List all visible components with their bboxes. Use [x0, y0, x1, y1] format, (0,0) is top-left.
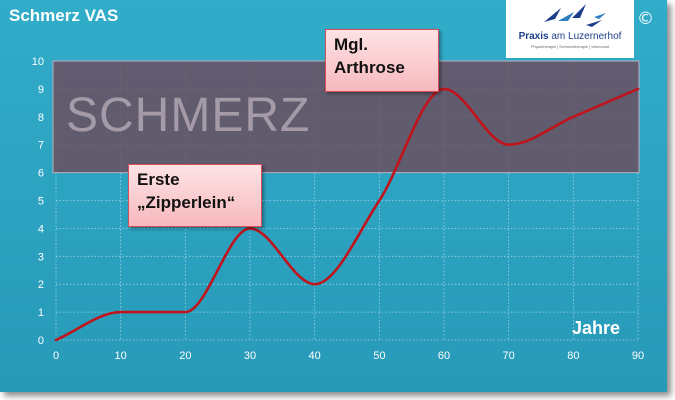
y-tick-label: 1 [38, 307, 44, 319]
annotation-zipperlein: Erste „Zipperlein“ [128, 164, 262, 227]
annotation-line: Arthrose [334, 58, 405, 77]
annotation-line: Mgl. [334, 35, 368, 54]
chart-title: Schmerz VAS [9, 6, 119, 25]
annotation-line: Erste [137, 170, 180, 189]
x-tick-label: 80 [567, 350, 579, 362]
x-axis-label: Jahre [572, 318, 621, 338]
annotation-arthrose: Mgl. Arthrose [325, 29, 439, 92]
annotation-line: „Zipperlein“ [137, 193, 236, 212]
x-tick-label: 50 [373, 350, 385, 362]
x-tick-label: 90 [632, 350, 644, 362]
x-tick-label: 10 [115, 350, 127, 362]
x-tick-label: 60 [438, 350, 450, 362]
y-tick-label: 7 [38, 140, 44, 152]
x-tick-label: 30 [244, 350, 256, 362]
y-tick-label: 9 [38, 84, 44, 96]
y-tick-label: 3 [38, 251, 44, 263]
band-label: SCHMERZ [66, 89, 311, 142]
y-tick-label: 4 [38, 223, 44, 235]
x-tick-label: 70 [503, 350, 515, 362]
x-tick-label: 20 [179, 350, 191, 362]
pain-line [54, 87, 640, 342]
y-tick-label: 0 [38, 335, 44, 347]
y-tick-label: 10 [32, 56, 44, 68]
y-tick-label: 5 [38, 196, 44, 208]
copyright-symbol: © [637, 9, 654, 29]
x-tick-label: 40 [309, 350, 321, 362]
logo: Praxis am Luzernerhof Physiotherapie | S… [506, 0, 634, 58]
y-tick-label: 6 [38, 168, 44, 180]
chart-panel: 0 1 2 3 4 5 6 7 8 9 10 0 10 20 30 40 50 60 70 80 90 Schmerz … [0, 0, 667, 392]
logo-name: Praxis am Luzernerhof [518, 31, 622, 42]
logo-birds-icon [544, 4, 606, 27]
y-tick-label: 2 [38, 279, 44, 291]
y-tick-label: 8 [38, 112, 44, 124]
logo-tagline: Physiotherapie | Schmerztherapie | Velum… [531, 45, 609, 49]
x-tick-label: 0 [53, 350, 59, 362]
